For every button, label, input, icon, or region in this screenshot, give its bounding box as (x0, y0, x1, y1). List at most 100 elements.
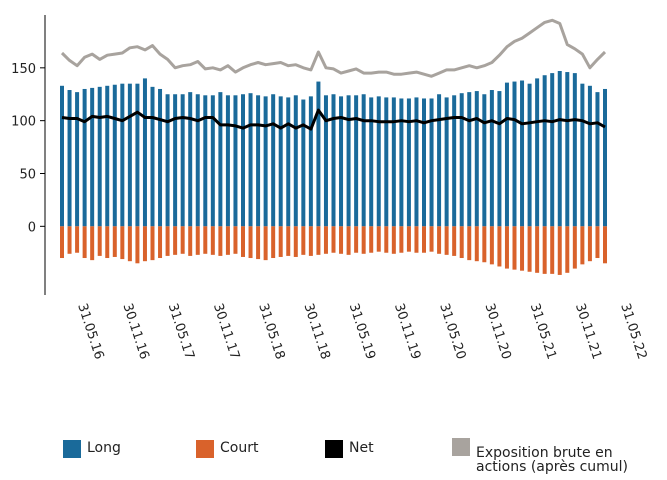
bar (233, 226, 238, 254)
bar (572, 73, 577, 227)
bar (482, 94, 487, 227)
bar (587, 226, 592, 262)
bar (158, 88, 163, 227)
bar (323, 95, 328, 227)
bar (278, 96, 283, 227)
bar (384, 97, 389, 227)
bar (112, 84, 117, 227)
bar (90, 87, 95, 227)
bar (595, 92, 600, 227)
x-tick-label: 31.05.17 (165, 302, 197, 362)
bar (60, 85, 64, 227)
bar (550, 226, 555, 274)
bar (437, 94, 442, 227)
bar (188, 92, 193, 227)
bar (384, 226, 389, 253)
bar (301, 226, 306, 255)
bar (180, 226, 185, 254)
bar (414, 97, 419, 227)
bar (210, 226, 215, 255)
bar (346, 226, 351, 255)
line (61, 108, 606, 131)
bar (429, 98, 434, 227)
bar (422, 226, 426, 253)
legend-item: Exposition brute en actions (après cumul… (452, 438, 666, 474)
bar (308, 96, 313, 227)
bar (444, 97, 449, 227)
bar (218, 226, 223, 256)
bar (293, 95, 298, 227)
x-tick-label: 31.05.18 (255, 302, 287, 362)
x-tick-label: 30.11.18 (300, 302, 332, 362)
bar (339, 226, 344, 254)
bar (512, 226, 517, 270)
bar (542, 75, 547, 227)
legend-item: Court (196, 440, 258, 458)
bar (90, 226, 95, 261)
x-tick-label: 31.05.16 (74, 302, 106, 362)
x-tick-label: 30.11.20 (481, 302, 513, 362)
bar (474, 226, 479, 262)
legend-swatch (452, 438, 470, 456)
bar (256, 226, 261, 260)
bar (504, 226, 509, 269)
bar (346, 95, 351, 227)
bar (173, 94, 178, 227)
bar (293, 226, 298, 257)
legend-swatch (325, 440, 343, 458)
bar (542, 226, 547, 274)
bar (278, 226, 283, 257)
bar (520, 226, 525, 271)
bar (188, 226, 193, 256)
bar (241, 94, 245, 227)
bar (158, 226, 163, 259)
bar (75, 92, 80, 227)
bar (452, 95, 457, 227)
bar (286, 97, 291, 227)
x-tick-label: 30.11.19 (391, 302, 423, 362)
bar (482, 226, 487, 263)
bar (97, 86, 102, 227)
bar (135, 83, 140, 227)
bar (572, 226, 577, 269)
bar (587, 85, 592, 227)
bar (256, 95, 261, 227)
bar (557, 71, 562, 227)
bar (369, 97, 374, 227)
bar (248, 226, 253, 259)
bar (60, 226, 64, 259)
bar (308, 226, 313, 256)
bar (527, 83, 532, 227)
bar (391, 97, 396, 227)
bar (82, 226, 87, 259)
bar (165, 226, 170, 256)
bar (316, 226, 321, 255)
bar (173, 226, 178, 255)
bar (437, 226, 442, 254)
bar (489, 226, 494, 265)
bar (150, 86, 155, 227)
bar (603, 226, 607, 264)
legend-label: Court (220, 440, 259, 456)
bar (105, 226, 110, 259)
bar (225, 226, 230, 255)
bar (512, 81, 517, 227)
bar (271, 94, 276, 227)
bar (286, 226, 291, 256)
bar (580, 83, 585, 227)
bar (361, 226, 366, 254)
bar (361, 94, 366, 227)
bar (195, 226, 200, 255)
bar (459, 226, 464, 259)
bar (105, 85, 110, 227)
bar (565, 72, 570, 227)
bar (414, 226, 419, 253)
bar (67, 90, 72, 227)
bar (316, 81, 321, 227)
legend-label: Net (349, 440, 374, 456)
bar (120, 83, 125, 227)
bar (127, 83, 132, 227)
bar (75, 226, 80, 253)
bar (497, 91, 502, 227)
